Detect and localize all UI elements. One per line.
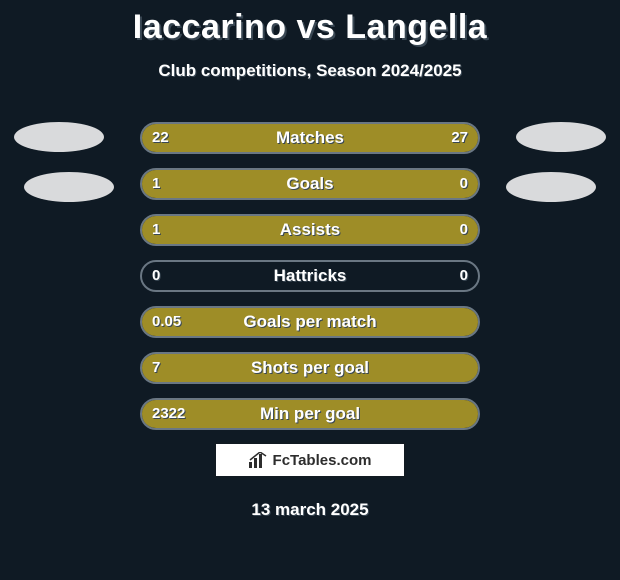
stat-bar-track: [140, 168, 480, 200]
stat-row: Shots per goal7: [0, 348, 620, 394]
chart-icon: [249, 452, 267, 468]
stat-bar-right-fill: [401, 170, 478, 198]
stat-bar-track: [140, 122, 480, 154]
stat-bar-left-fill: [142, 216, 401, 244]
stat-bar-track: [140, 260, 480, 292]
stat-bar-track: [140, 352, 480, 384]
stat-bar-track: [140, 214, 480, 246]
stat-bar-left-fill: [142, 124, 286, 152]
stat-bar-left-fill: [142, 354, 478, 382]
source-badge-text: FcTables.com: [273, 452, 372, 469]
stat-bar-left-fill: [142, 170, 401, 198]
stat-bar-right-fill: [286, 124, 478, 152]
stats-area: Matches2227Goals10Assists10Hattricks00Go…: [0, 118, 620, 440]
stat-bar-left-fill: [142, 308, 478, 336]
stat-row: Goals per match0.05: [0, 302, 620, 348]
stat-bar-track: [140, 398, 480, 430]
stat-bar-left-fill: [142, 400, 478, 428]
stat-row: Matches2227: [0, 118, 620, 164]
stat-row: Min per goal2322: [0, 394, 620, 440]
stat-row: Hattricks00: [0, 256, 620, 302]
comparison-subtitle: Club competitions, Season 2024/2025: [0, 61, 620, 81]
comparison-title: Iaccarino vs Langella: [0, 0, 620, 47]
source-badge: FcTables.com: [214, 442, 406, 478]
stat-row: Goals10: [0, 164, 620, 210]
stat-bar-track: [140, 306, 480, 338]
snapshot-date: 13 march 2025: [0, 500, 620, 520]
stat-row: Assists10: [0, 210, 620, 256]
stat-bar-right-fill: [401, 216, 478, 244]
